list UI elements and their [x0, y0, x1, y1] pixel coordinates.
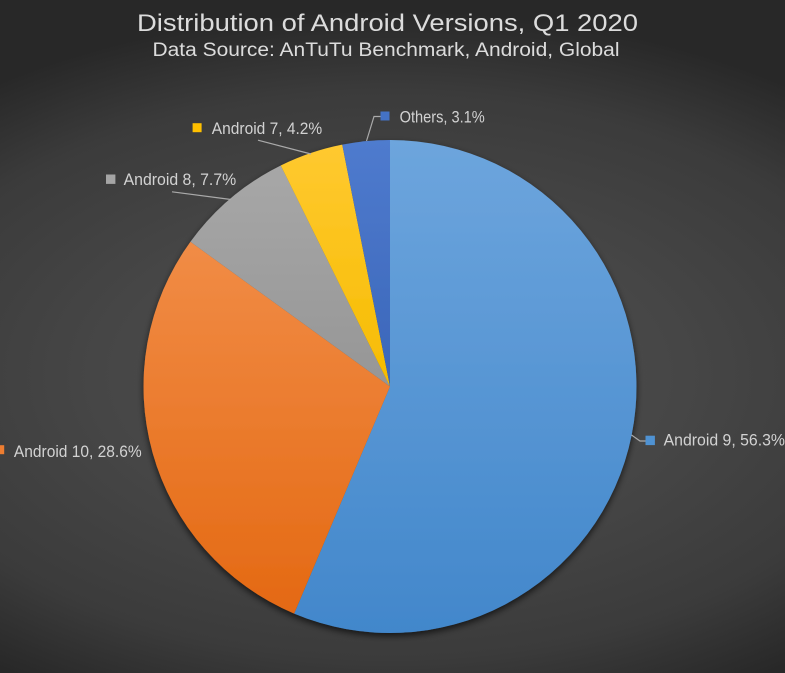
svg-text:Android 7, 4.2%: Android 7, 4.2% [212, 120, 322, 138]
svg-text:Others, 3.1%: Others, 3.1% [400, 109, 485, 127]
svg-text:Android 9, 56.3%: Android 9, 56.3% [664, 432, 785, 450]
svg-text:Android 8, 7.7%: Android 8, 7.7% [124, 171, 237, 189]
svg-text:Data Source: AnTuTu Benchmark,: Data Source: AnTuTu Benchmark, Android, … [153, 40, 620, 61]
svg-text:Android 10, 28.6%: Android 10, 28.6% [14, 443, 142, 461]
svg-text:Distribution of Android Versio: Distribution of Android Versions, Q1 202… [137, 10, 638, 37]
